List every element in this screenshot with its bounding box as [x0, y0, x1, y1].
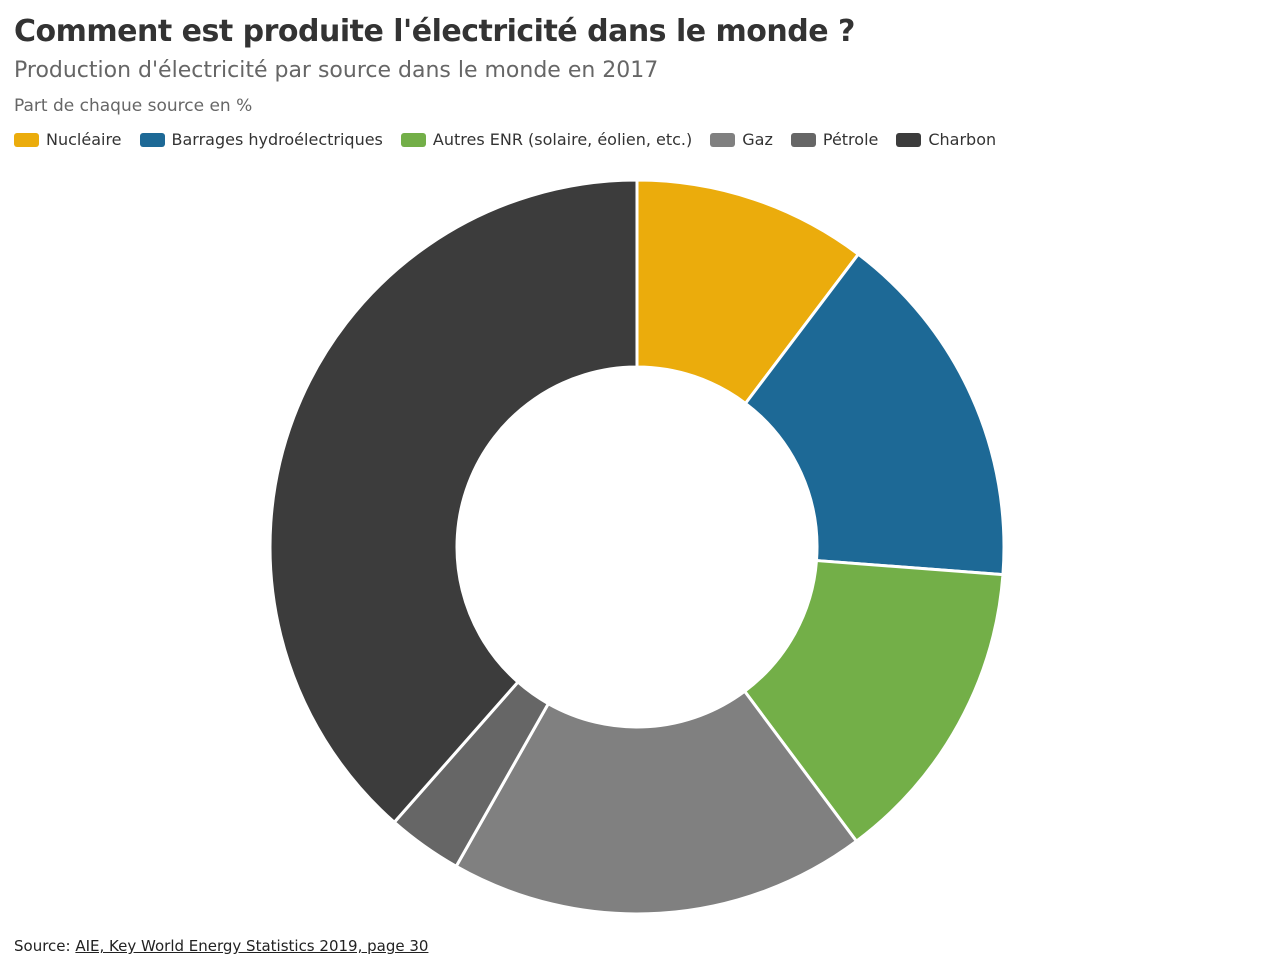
legend-label: Gaz [742, 130, 773, 149]
legend-item: Autres ENR (solaire, éolien, etc.) [400, 130, 693, 149]
legend-item: Nucléaire [14, 130, 122, 149]
legend-item: Charbon [896, 130, 996, 149]
donut-slice [268, 178, 639, 825]
legend-item: Pétrole [790, 130, 879, 149]
chart [268, 178, 1006, 916]
legend-swatch [710, 132, 736, 147]
legend-label: Barrages hydroélectriques [171, 130, 383, 149]
donut-slice [454, 689, 859, 916]
legend-label: Pétrole [822, 130, 879, 149]
legend-swatch [14, 132, 39, 147]
source: Source: AIE, Key World Energy Statistics… [14, 937, 428, 955]
legend-swatch [139, 132, 165, 147]
legend-item: Barrages hydroélectriques [139, 130, 383, 149]
source-label: Source: [14, 937, 71, 955]
legend-label: Charbon [928, 130, 997, 149]
chart-title: Comment est produite l'électricité dans … [14, 14, 855, 49]
legend-label: Nucléaire [46, 130, 122, 149]
legend: Nucléaire Barrages hydroélectriques Autres… [14, 130, 996, 149]
chart-subtitle: Production d'électricité par source dans… [14, 58, 659, 83]
source-link[interactable]: AIE, Key World Energy Statistics 2019, p… [75, 937, 429, 955]
legend-item: Gaz [710, 130, 773, 149]
legend-label: Autres ENR (solaire, éolien, etc.) [432, 130, 693, 149]
donut-slice [743, 252, 1006, 577]
chart-note: Part de chaque source en % [14, 96, 253, 116]
legend-swatch [896, 132, 922, 147]
donut-slice [742, 558, 1005, 844]
legend-swatch [400, 132, 426, 147]
legend-swatch [790, 132, 816, 147]
